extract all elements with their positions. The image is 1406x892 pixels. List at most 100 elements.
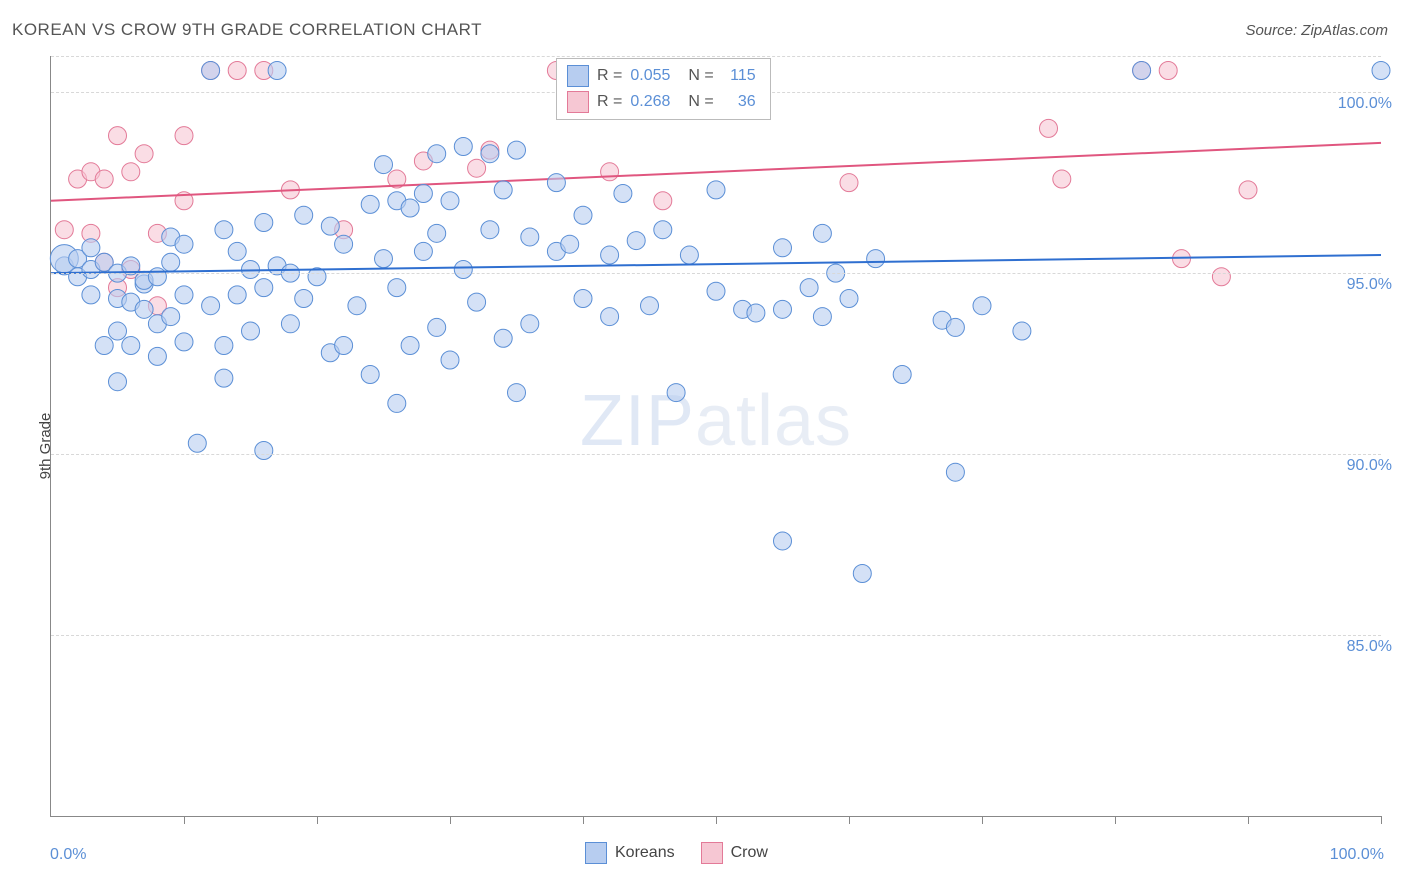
x-tick <box>1115 816 1116 824</box>
legend-swatch <box>701 842 723 864</box>
x-axis-min-label: 0.0% <box>50 846 86 864</box>
koreans-point <box>561 235 579 253</box>
koreans-point <box>800 279 818 297</box>
x-tick <box>1381 816 1382 824</box>
koreans-point <box>335 337 353 355</box>
legend-series-label: Koreans <box>615 844 675 862</box>
koreans-point <box>82 286 100 304</box>
koreans-point <box>375 250 393 268</box>
crow-point <box>109 127 127 145</box>
koreans-point <box>82 239 100 257</box>
koreans-point <box>494 329 512 347</box>
koreans-point <box>175 235 193 253</box>
legend-r-value: 0.055 <box>630 67 680 85</box>
chart-title: KOREAN VS CROW 9TH GRADE CORRELATION CHA… <box>12 20 482 40</box>
legend-r-value: 0.268 <box>630 93 680 111</box>
koreans-point <box>441 351 459 369</box>
scatter-svg <box>51 56 1381 816</box>
koreans-point <box>175 286 193 304</box>
legend-stats-row: R = 0.055 N = 115 <box>567 63 756 89</box>
koreans-point <box>215 221 233 239</box>
koreans-point <box>109 322 127 340</box>
crow-point <box>55 221 73 239</box>
legend-swatch <box>585 842 607 864</box>
gridline-h <box>51 56 1381 57</box>
koreans-point <box>946 318 964 336</box>
plot-area: ZIPatlas <box>50 56 1381 817</box>
koreans-point <box>202 61 220 79</box>
koreans-point <box>481 145 499 163</box>
koreans-point <box>1133 61 1151 79</box>
source-label: Source: ZipAtlas.com <box>1245 22 1388 39</box>
legend-n-value: 36 <box>722 93 756 111</box>
x-tick <box>450 816 451 824</box>
koreans-point <box>268 61 286 79</box>
koreans-point <box>188 434 206 452</box>
crow-point <box>228 61 246 79</box>
koreans-point <box>454 137 472 155</box>
koreans-point <box>348 297 366 315</box>
koreans-point <box>853 565 871 583</box>
koreans-point <box>215 369 233 387</box>
koreans-point <box>508 384 526 402</box>
koreans-point <box>428 318 446 336</box>
koreans-point <box>388 394 406 412</box>
koreans-point <box>95 337 113 355</box>
koreans-point <box>893 365 911 383</box>
koreans-point <box>162 308 180 326</box>
crow-point <box>1053 170 1071 188</box>
legend-n-value: 115 <box>722 67 756 85</box>
koreans-point <box>1013 322 1031 340</box>
koreans-point <box>627 232 645 250</box>
koreans-point <box>494 181 512 199</box>
x-tick <box>583 816 584 824</box>
koreans-point <box>388 279 406 297</box>
koreans-point <box>614 185 632 203</box>
koreans-point <box>747 304 765 322</box>
koreans-point <box>215 337 233 355</box>
koreans-point <box>867 250 885 268</box>
crow-point <box>654 192 672 210</box>
legend-series-item: Crow <box>701 842 768 864</box>
y-tick-label: 90.0% <box>1347 457 1392 475</box>
koreans-point <box>654 221 672 239</box>
koreans-point <box>774 239 792 257</box>
legend-r-label: R = <box>597 67 622 85</box>
koreans-point <box>255 279 273 297</box>
koreans-point <box>122 337 140 355</box>
koreans-point <box>401 337 419 355</box>
koreans-point <box>295 289 313 307</box>
crow-point <box>95 170 113 188</box>
koreans-point <box>601 308 619 326</box>
legend-stats: R = 0.055 N = 115 R = 0.268 N = 36 <box>556 58 771 120</box>
koreans-point <box>414 185 432 203</box>
crow-point <box>1239 181 1257 199</box>
koreans-point <box>454 261 472 279</box>
y-tick-label: 100.0% <box>1338 95 1392 113</box>
gridline-h <box>51 635 1381 636</box>
legend-r-label: R = <box>597 93 622 111</box>
x-tick <box>849 816 850 824</box>
koreans-point <box>813 308 831 326</box>
legend-series: Koreans Crow <box>585 842 768 864</box>
koreans-point <box>361 365 379 383</box>
crow-point <box>1159 61 1177 79</box>
koreans-point <box>335 235 353 253</box>
y-tick-label: 95.0% <box>1347 276 1392 294</box>
crow-point <box>840 174 858 192</box>
koreans-point <box>375 156 393 174</box>
crow-point <box>468 159 486 177</box>
koreans-point <box>468 293 486 311</box>
koreans-point <box>228 286 246 304</box>
koreans-point <box>641 297 659 315</box>
koreans-point <box>361 195 379 213</box>
legend-series-label: Crow <box>731 844 768 862</box>
legend-n-label: N = <box>688 67 713 85</box>
koreans-point <box>295 206 313 224</box>
gridline-h <box>51 454 1381 455</box>
koreans-point <box>680 246 698 264</box>
legend-swatch <box>567 91 589 113</box>
legend-n-label: N = <box>688 93 713 111</box>
chart-container: KOREAN VS CROW 9TH GRADE CORRELATION CHA… <box>0 0 1406 892</box>
koreans-point <box>175 333 193 351</box>
